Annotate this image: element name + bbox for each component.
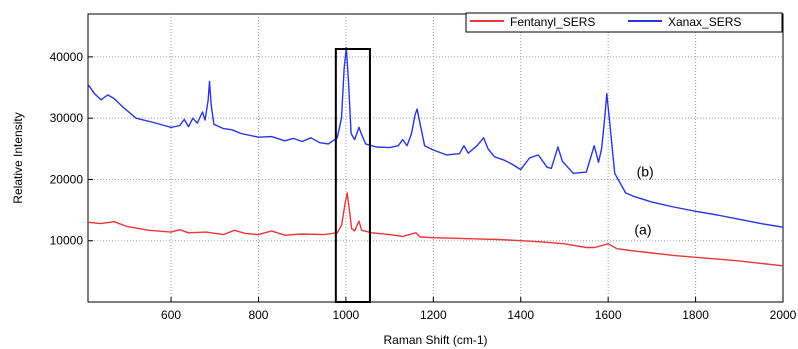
legend-box xyxy=(465,12,783,33)
x-tick-label: 1800 xyxy=(682,308,709,322)
y-axis-ticks: 10000 20000 30000 40000 xyxy=(50,50,93,248)
highlight-box xyxy=(334,48,371,303)
y-axis-label: Relative Intensity xyxy=(11,112,25,203)
y-tick-label: 10000 xyxy=(50,234,84,248)
series-annotation-a: (a) xyxy=(634,222,651,238)
series-line-1 xyxy=(87,47,784,228)
legend-label-xanax: Xanax_SERS xyxy=(668,15,741,29)
x-tick-label: 800 xyxy=(248,308,268,322)
x-axis-ticks: 600 800 1000 1200 1400 1600 1800 2000 xyxy=(161,297,797,322)
legend: Fentanyl_SERS Xanax_SERS xyxy=(465,12,783,33)
y-tick-label: 20000 xyxy=(50,172,84,186)
y-tick-label: 30000 xyxy=(50,111,84,125)
y-tick-label: 40000 xyxy=(50,50,84,64)
x-tick-label: 2000 xyxy=(770,308,797,322)
gridlines xyxy=(88,14,783,302)
x-tick-label: 1400 xyxy=(507,308,534,322)
x-tick-label: 1600 xyxy=(595,308,622,322)
x-axis-label: Raman Shift (cm-1) xyxy=(383,333,487,347)
x-tick-label: 1000 xyxy=(333,308,360,322)
legend-label-fentanyl: Fentanyl_SERS xyxy=(510,15,595,29)
series-lines xyxy=(87,47,784,267)
x-tick-label: 1200 xyxy=(420,308,447,322)
series-annotation-b: (b) xyxy=(637,163,654,179)
x-tick-label: 600 xyxy=(161,308,181,322)
series-line-0 xyxy=(87,192,784,267)
plot-area xyxy=(87,13,784,303)
